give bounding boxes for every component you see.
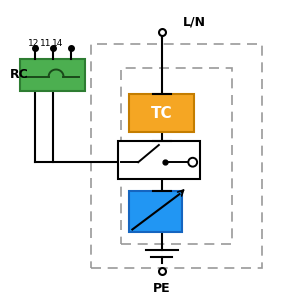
Text: RC: RC [10,68,29,81]
Bar [91,44,262,268]
Text: PE: PE [153,282,171,295]
Text: L/N: L/N [182,15,206,28]
Bar [121,68,232,244]
Text: 11: 11 [40,39,51,48]
Bar [129,191,182,232]
Bar [129,94,194,132]
Text: TC: TC [151,106,172,121]
Text: 14: 14 [52,39,63,48]
Circle shape [188,158,197,167]
Bar [118,141,200,179]
Bar [20,59,85,91]
Text: 12: 12 [28,39,39,48]
